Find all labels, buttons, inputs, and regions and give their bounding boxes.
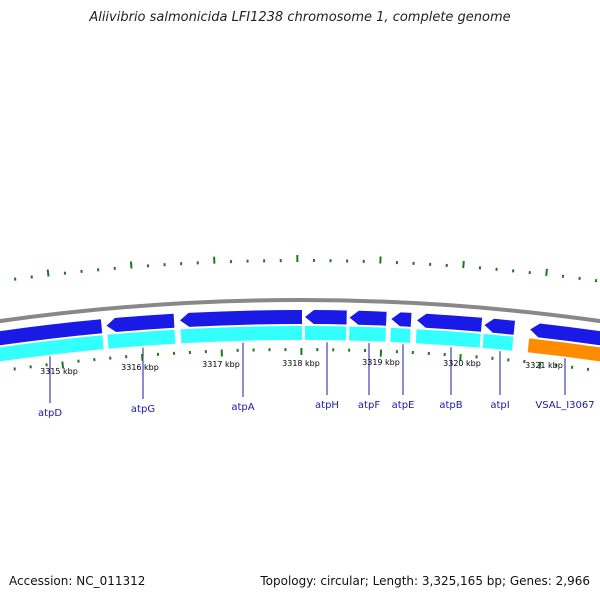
genome-summary-text: Topology: circular; Length: 3,325,165 bp…	[260, 574, 590, 588]
gene-arrow-atpi[interactable]	[484, 318, 516, 335]
kbp-label: 3320 kbp	[443, 359, 481, 368]
kbp-label: 3318 kbp	[282, 359, 320, 368]
gene-label-vsal-i3067[interactable]: VSAL_I3067	[535, 400, 594, 411]
cds-band-atpe[interactable]	[390, 327, 411, 343]
cds-band-atpf[interactable]	[349, 326, 386, 342]
kbp-label: 3316 kbp	[121, 363, 159, 372]
gene-label-atpi[interactable]: atpI	[490, 400, 509, 411]
gene-arrow-atpe[interactable]	[391, 312, 412, 327]
gene-arrow-atpb[interactable]	[417, 313, 483, 332]
gene-label-atpg[interactable]: atpG	[131, 404, 155, 415]
outer-tick	[129, 261, 133, 269]
kbp-label: 3315 kbp	[40, 367, 78, 376]
cds-band-atph[interactable]	[304, 326, 347, 341]
outer-tick	[46, 269, 50, 277]
gene-arrow-atph[interactable]	[305, 310, 347, 325]
cds-band-atpg[interactable]	[107, 329, 176, 349]
cds-band-atpi[interactable]	[482, 334, 514, 351]
inner-tick	[459, 354, 462, 362]
gene-arrow-vsal-i3067[interactable]	[530, 323, 600, 350]
cds-band-atpa[interactable]	[180, 325, 303, 344]
gene-arrow-atpa[interactable]	[180, 309, 302, 327]
page-title: Aliivibrio salmonicida LFI1238 chromosom…	[89, 10, 511, 25]
gene-label-atpe[interactable]: atpE	[392, 400, 415, 411]
gene-label-atpb[interactable]: atpB	[439, 400, 462, 411]
gene-arrow-atpf[interactable]	[349, 310, 387, 326]
inner-tick	[538, 361, 542, 369]
gene-arrow-atpd[interactable]	[0, 319, 103, 349]
gene-arrow-atpg[interactable]	[106, 313, 175, 332]
gene-label-atpd[interactable]: atpD	[38, 408, 62, 419]
cds-band-atpd[interactable]	[0, 335, 104, 365]
kbp-label: 3319 kbp	[362, 358, 400, 367]
cds-band-vsal-i3067[interactable]	[527, 338, 600, 365]
kbp-label: 3317 kbp	[202, 360, 240, 369]
gene-label-atph[interactable]: atpH	[315, 400, 339, 411]
outer-tick	[462, 261, 465, 269]
chromosome-backbone	[0, 298, 600, 324]
inner-tick	[61, 361, 65, 369]
outer-tick	[545, 268, 548, 277]
gene-label-atpf[interactable]: atpF	[358, 400, 380, 411]
inner-tick	[141, 353, 144, 361]
cds-band-atpb[interactable]	[415, 329, 481, 348]
gene-label-atpa[interactable]: atpA	[231, 402, 254, 413]
kbp-label: 3321 kbp	[525, 361, 563, 370]
accession-text: Accession: NC_011312	[9, 574, 146, 588]
